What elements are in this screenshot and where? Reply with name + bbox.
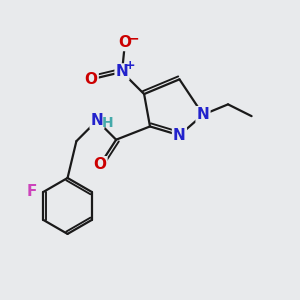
Text: −: −	[128, 31, 139, 45]
Text: +: +	[125, 59, 136, 72]
Text: N: N	[116, 64, 128, 80]
Text: N: N	[196, 107, 209, 122]
Text: H: H	[101, 116, 113, 130]
Text: O: O	[85, 72, 98, 87]
Text: F: F	[27, 184, 37, 200]
Text: O: O	[93, 157, 106, 172]
Text: N: N	[173, 128, 186, 143]
Text: O: O	[118, 35, 131, 50]
Text: N: N	[91, 113, 103, 128]
